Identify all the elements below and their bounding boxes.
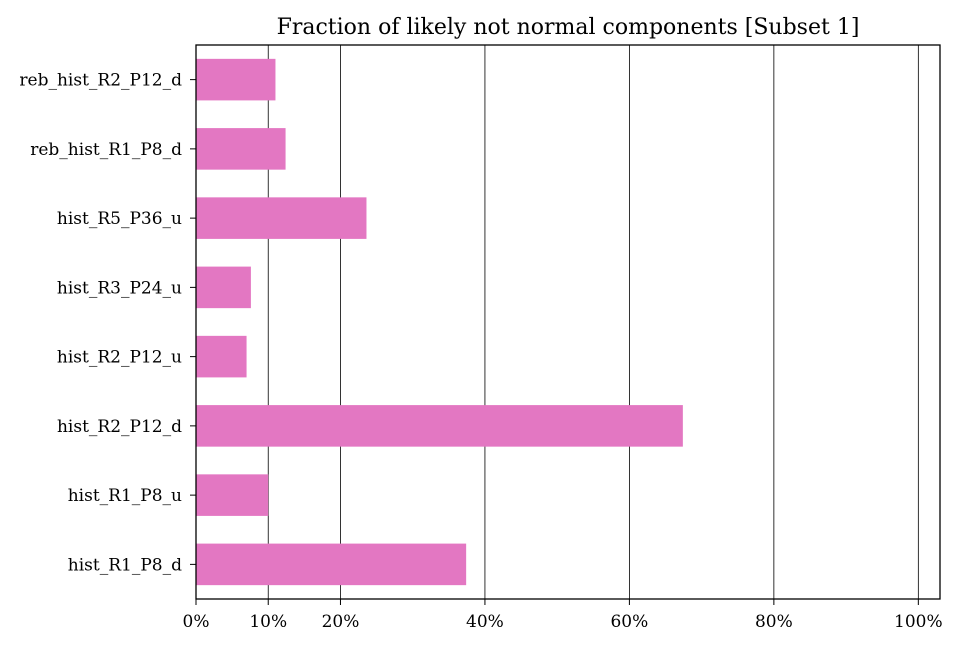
y-tick-label: hist_R5_P36_u bbox=[57, 209, 182, 229]
x-tick-label: 100% bbox=[894, 612, 943, 632]
y-tick-label: hist_R1_P8_d bbox=[68, 555, 182, 575]
bar bbox=[196, 58, 276, 101]
y-tick-label: reb_hist_R1_P8_d bbox=[30, 140, 182, 160]
x-tick-label: 0% bbox=[183, 612, 210, 632]
y-tick-label: hist_R2_P12_u bbox=[57, 348, 182, 368]
bar bbox=[196, 128, 286, 170]
grid bbox=[195, 45, 919, 599]
y-tick-label: reb_hist_R2_P12_d bbox=[19, 71, 182, 91]
y-tick-label: hist_R2_P12_d bbox=[57, 417, 182, 437]
bars bbox=[196, 58, 683, 586]
chart-title: Fraction of likely not normal components… bbox=[277, 15, 860, 40]
bar bbox=[196, 405, 683, 447]
bar bbox=[196, 266, 251, 309]
x-axis: 0% 10% 20% 40% 60% 80% 100% bbox=[183, 599, 943, 632]
y-tick-label: hist_R1_P8_u bbox=[68, 486, 182, 506]
x-tick-label: 40% bbox=[466, 612, 504, 632]
bar bbox=[196, 335, 247, 378]
x-tick-label: 60% bbox=[610, 612, 648, 632]
y-tick-label: hist_R3_P24_u bbox=[57, 278, 182, 298]
x-tick-label: 20% bbox=[322, 612, 360, 632]
bar bbox=[196, 543, 467, 586]
x-tick-label: 80% bbox=[755, 612, 793, 632]
bar bbox=[196, 197, 367, 239]
plot-frame bbox=[195, 44, 941, 600]
bar bbox=[196, 474, 269, 516]
y-axis: reb_hist_R2_P12_d reb_hist_R1_P8_d hist_R5… bbox=[19, 71, 196, 575]
x-tick-label: 10% bbox=[249, 612, 287, 632]
